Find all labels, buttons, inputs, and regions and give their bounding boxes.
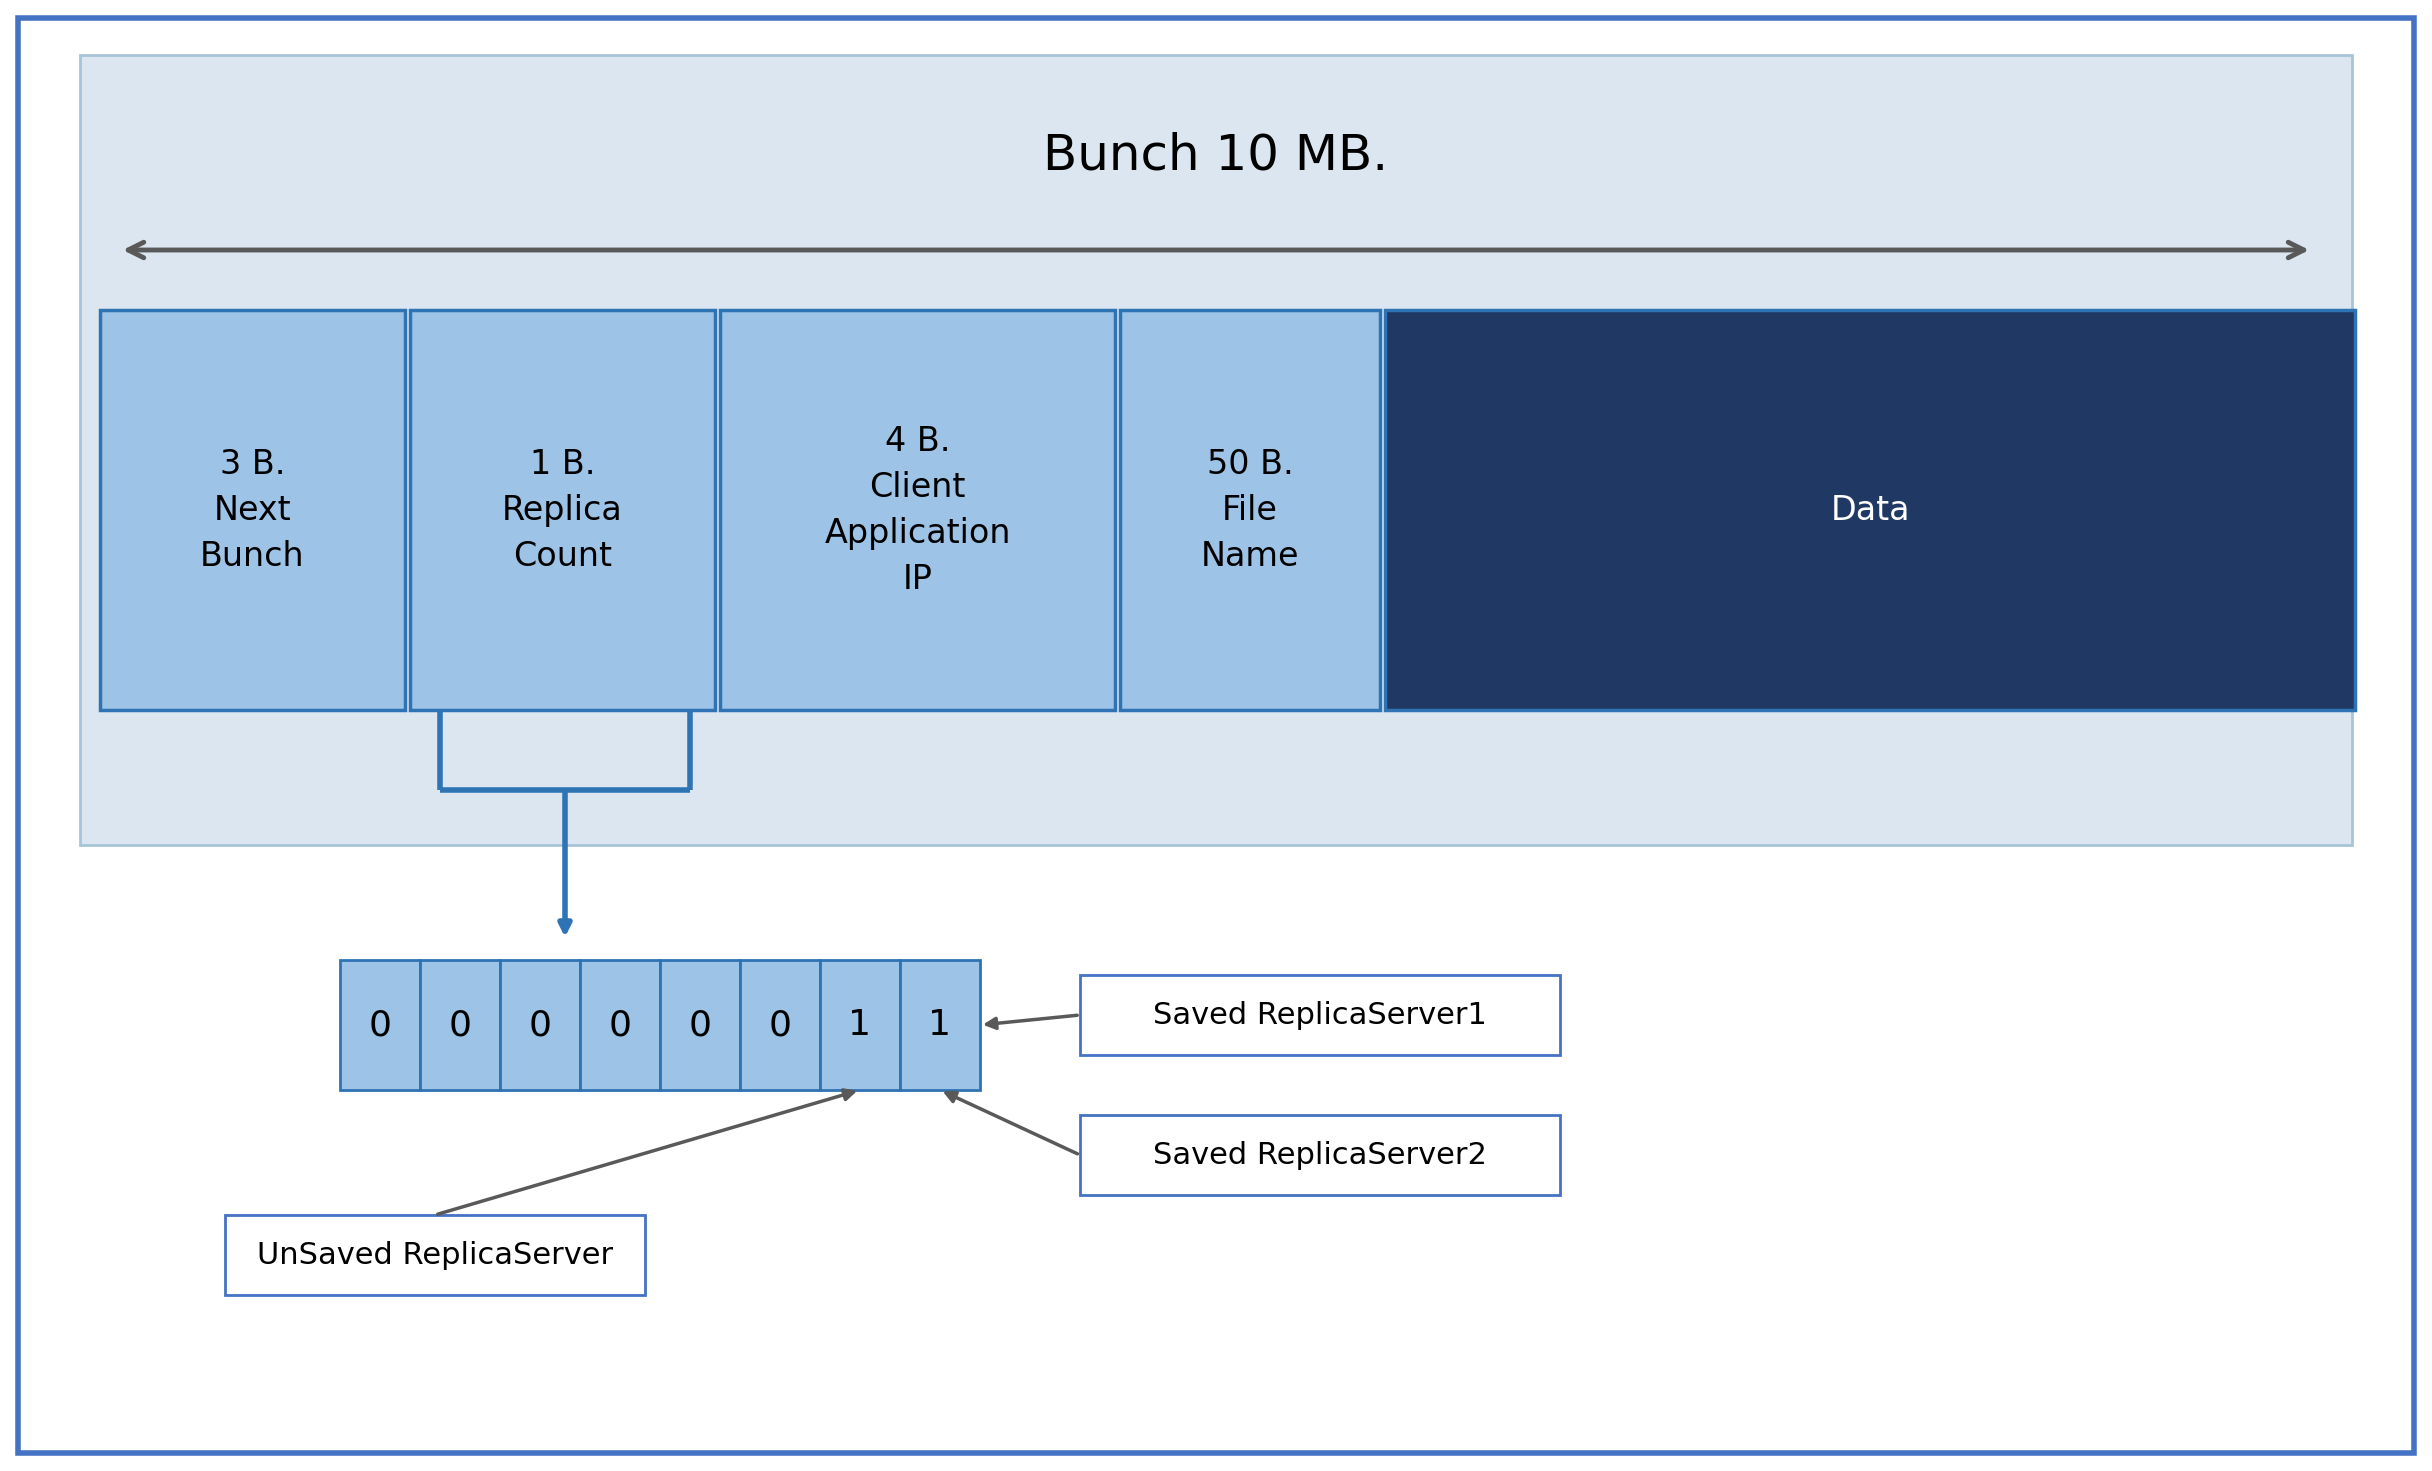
Text: 1: 1 (929, 1008, 951, 1041)
Text: 0: 0 (447, 1008, 472, 1041)
Bar (1384, 310, 2354, 710)
Bar (900, 961, 980, 1090)
Bar (1121, 310, 1379, 710)
Bar (100, 310, 406, 710)
Text: 0: 0 (608, 1008, 632, 1041)
Text: UnSaved ReplicaServer: UnSaved ReplicaServer (258, 1240, 613, 1269)
Bar (501, 961, 579, 1090)
Bar (579, 961, 659, 1090)
Text: Data: Data (1831, 493, 1909, 527)
Text: Saved ReplicaServer2: Saved ReplicaServer2 (1153, 1140, 1486, 1169)
Bar (421, 961, 501, 1090)
Text: 0: 0 (528, 1008, 552, 1041)
Bar (820, 961, 900, 1090)
Text: 3 B.
Next
Bunch: 3 B. Next Bunch (199, 447, 304, 572)
Bar (411, 310, 715, 710)
Bar (720, 310, 1114, 710)
Text: Bunch 10 MB.: Bunch 10 MB. (1043, 131, 1389, 179)
Bar (739, 961, 820, 1090)
Bar (659, 961, 739, 1090)
Bar (226, 1215, 644, 1294)
Bar (340, 961, 421, 1090)
Text: 0: 0 (370, 1008, 392, 1041)
Text: 1 B.
Replica
Count: 1 B. Replica Count (501, 447, 623, 572)
Text: 0: 0 (688, 1008, 713, 1041)
Text: 50 B.
File
Name: 50 B. File Name (1201, 447, 1299, 572)
Bar (1080, 975, 1559, 1055)
Text: 4 B.
Client
Application
IP: 4 B. Client Application IP (824, 425, 1012, 596)
Bar (1080, 1115, 1559, 1194)
Text: 1: 1 (849, 1008, 871, 1041)
Text: 0: 0 (769, 1008, 790, 1041)
Bar (80, 54, 2352, 844)
Text: Saved ReplicaServer1: Saved ReplicaServer1 (1153, 1000, 1486, 1030)
